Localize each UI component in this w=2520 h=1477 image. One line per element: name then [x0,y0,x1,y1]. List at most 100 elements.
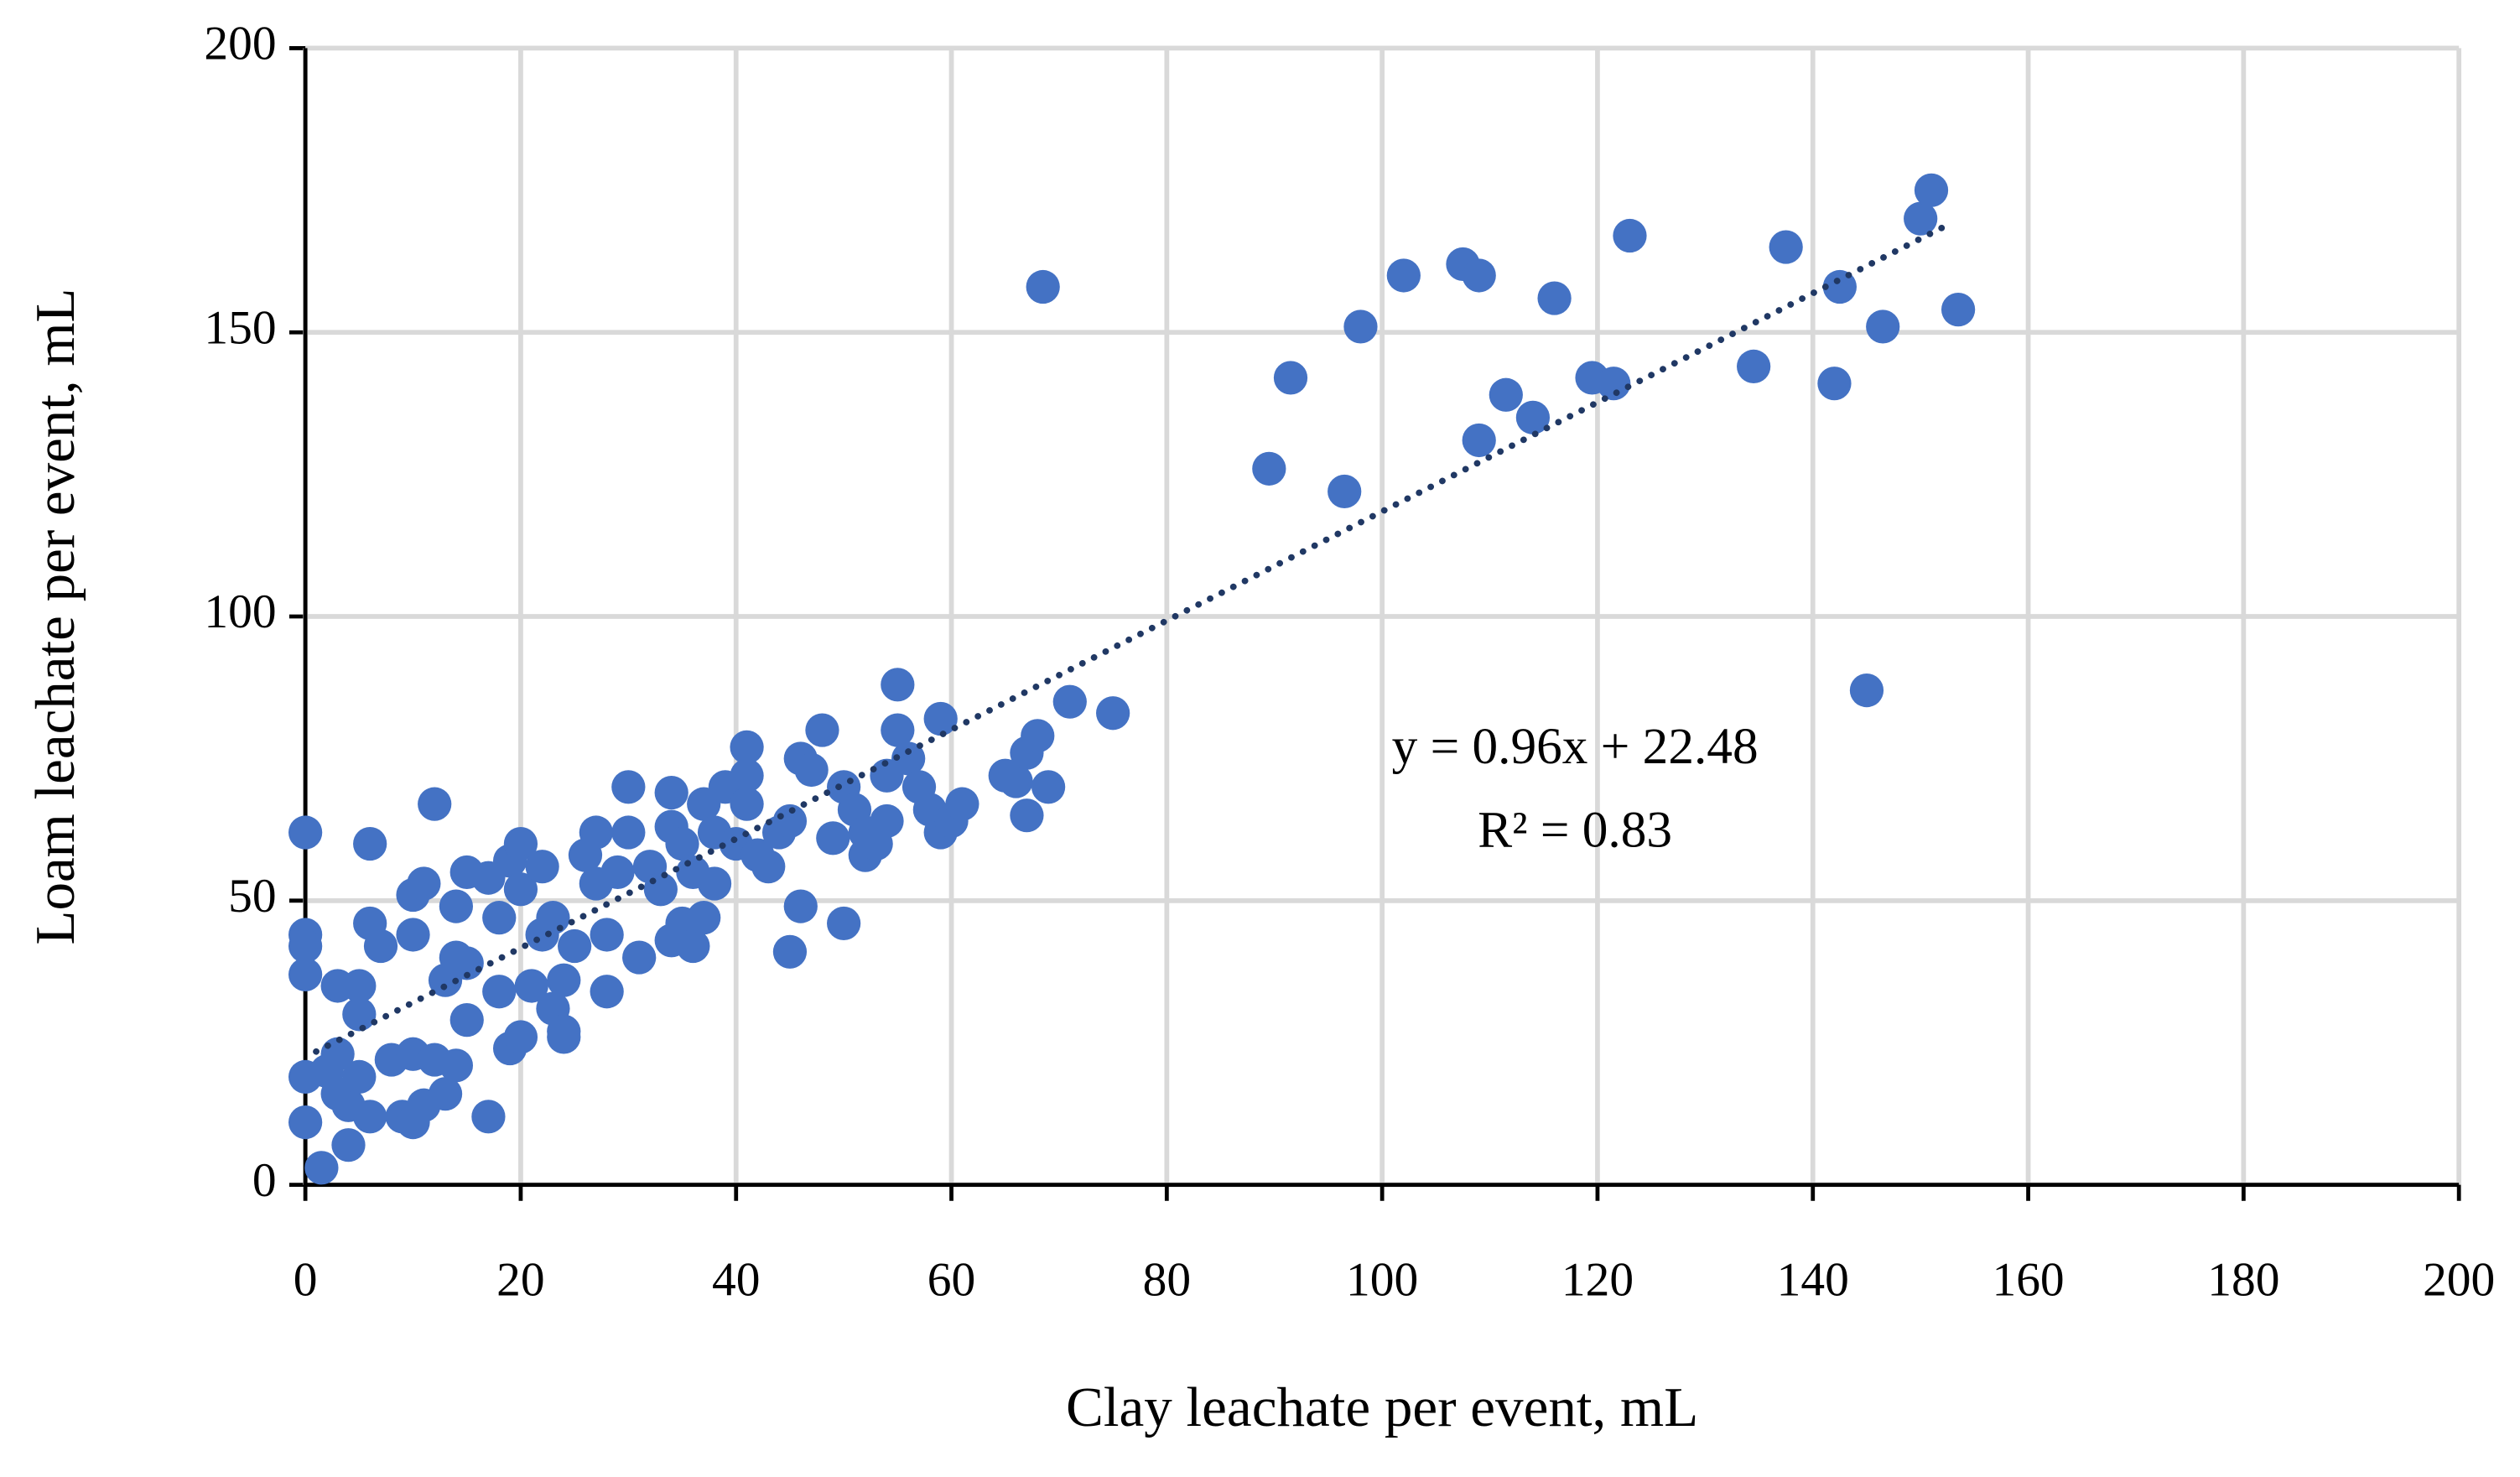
point [665,826,699,861]
point [1904,201,1938,236]
point [999,764,1033,798]
point [471,1100,506,1134]
point [482,975,517,1009]
x-axis-title: Clay leachate per event, mL [1066,1376,1698,1438]
point [579,815,613,850]
point [611,815,646,850]
point [945,787,979,821]
point [288,815,323,850]
point [676,928,710,964]
point [514,969,548,1003]
y-tick-label: 0 [252,1154,277,1207]
point [1914,173,1949,207]
point [827,906,861,941]
point [1386,258,1421,293]
point [1462,423,1496,458]
x-tick-label: 200 [2423,1254,2495,1307]
point [342,997,377,1032]
point [363,928,398,964]
point [730,730,764,764]
y-tick-label: 50 [228,870,276,923]
point [439,1048,474,1083]
point [805,713,839,747]
point [923,701,958,736]
x-tick-label: 140 [1777,1254,1849,1307]
point [600,855,635,890]
point [1866,309,1900,344]
point [816,821,850,856]
point [1252,451,1286,486]
point [772,804,808,839]
point [643,872,678,907]
point [503,826,538,861]
point [449,1003,484,1038]
point [439,889,474,923]
point [558,928,592,964]
point [730,758,764,793]
point [772,934,808,969]
point [1769,230,1803,264]
point [1849,673,1884,708]
point [783,889,818,923]
point [353,1100,387,1134]
x-tick-label: 80 [1143,1254,1191,1307]
x-tick-label: 40 [712,1254,760,1307]
point [1031,770,1066,804]
point [1489,377,1523,412]
y-tick-label: 100 [204,585,276,638]
point [697,866,732,901]
point [590,975,624,1009]
point [794,752,829,788]
point [1822,269,1857,304]
point [547,963,581,997]
y-tick-label: 150 [204,301,276,354]
point [342,969,377,1003]
point [881,713,915,747]
point [536,901,570,935]
point [611,770,646,804]
point [1343,309,1378,344]
point [288,1105,323,1140]
point [1021,719,1055,753]
point [751,850,786,884]
x-tick-label: 0 [294,1254,318,1307]
x-tick-label: 120 [1561,1254,1634,1307]
x-tick-label: 100 [1346,1254,1418,1307]
point [1737,349,1771,383]
point [1941,293,1976,327]
x-tick-label: 60 [927,1254,975,1307]
point [407,866,441,901]
point [654,775,688,810]
point [1613,218,1647,253]
y-axis-title: Loam leachate per event, mL [24,289,86,945]
x-tick-label: 160 [1992,1254,2064,1307]
point [428,1077,463,1111]
point [1817,367,1852,401]
point [396,918,430,952]
point [1273,361,1308,395]
point [503,1020,538,1054]
point [525,850,559,884]
point [1328,474,1362,509]
point [687,901,721,935]
point [622,940,657,975]
point [331,1128,366,1162]
point [1462,258,1496,293]
point [870,804,904,839]
point [1515,400,1551,434]
point [1096,696,1130,731]
point [503,872,538,907]
point [590,918,624,952]
point [1010,798,1044,833]
point [288,957,323,992]
point [482,901,517,935]
y-tick-label: 200 [204,18,276,70]
point [1052,684,1087,719]
point [881,668,915,702]
point [891,741,926,776]
point [1537,281,1572,315]
annotation: y = 0.96x + 22.48 [1392,718,1759,775]
x-tick-label: 20 [496,1254,544,1307]
point [288,928,323,964]
